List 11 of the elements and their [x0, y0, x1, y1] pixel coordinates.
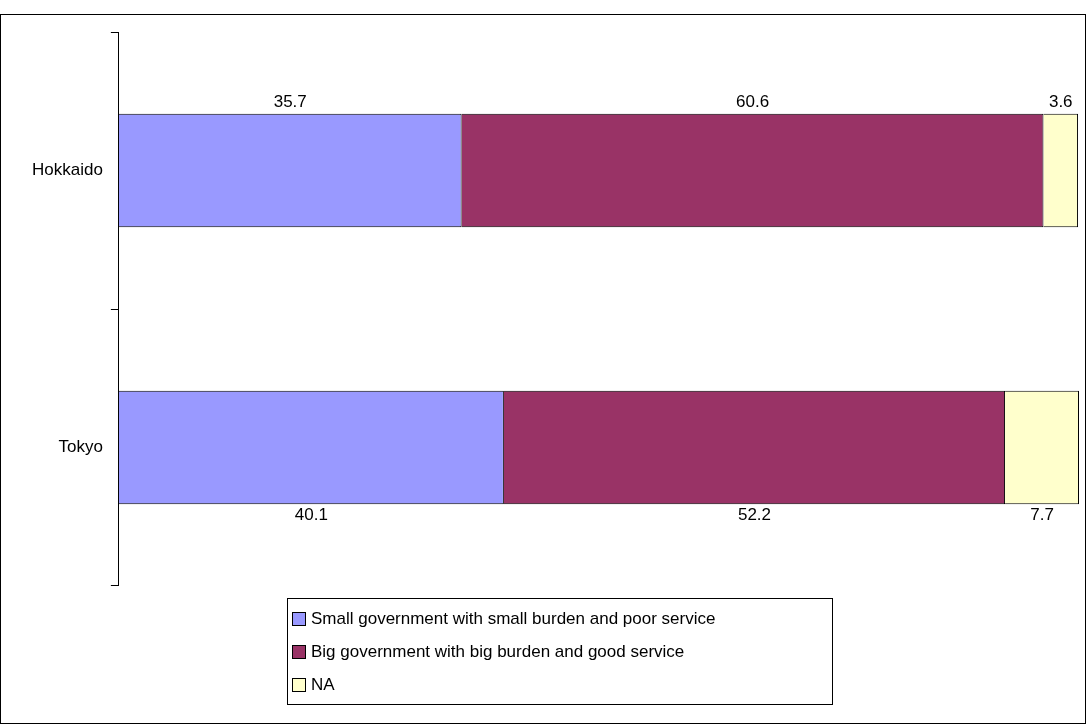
legend-label: Big government with big burden and good service: [311, 641, 685, 662]
data-label: 7.7: [1030, 505, 1054, 525]
legend-label: Small government with small burden and poor service: [311, 608, 716, 629]
data-label: 52.2: [737, 505, 772, 525]
data-label: 35.7: [273, 92, 307, 112]
data-label: 3.6: [1048, 92, 1073, 112]
legend-label: NA: [311, 674, 335, 695]
data-label: 40.1: [294, 505, 328, 525]
y-tick-label: Tokyo: [58, 437, 103, 457]
y-tick-label: Hokkaido: [32, 160, 103, 180]
data-label: 60.6: [736, 92, 770, 112]
